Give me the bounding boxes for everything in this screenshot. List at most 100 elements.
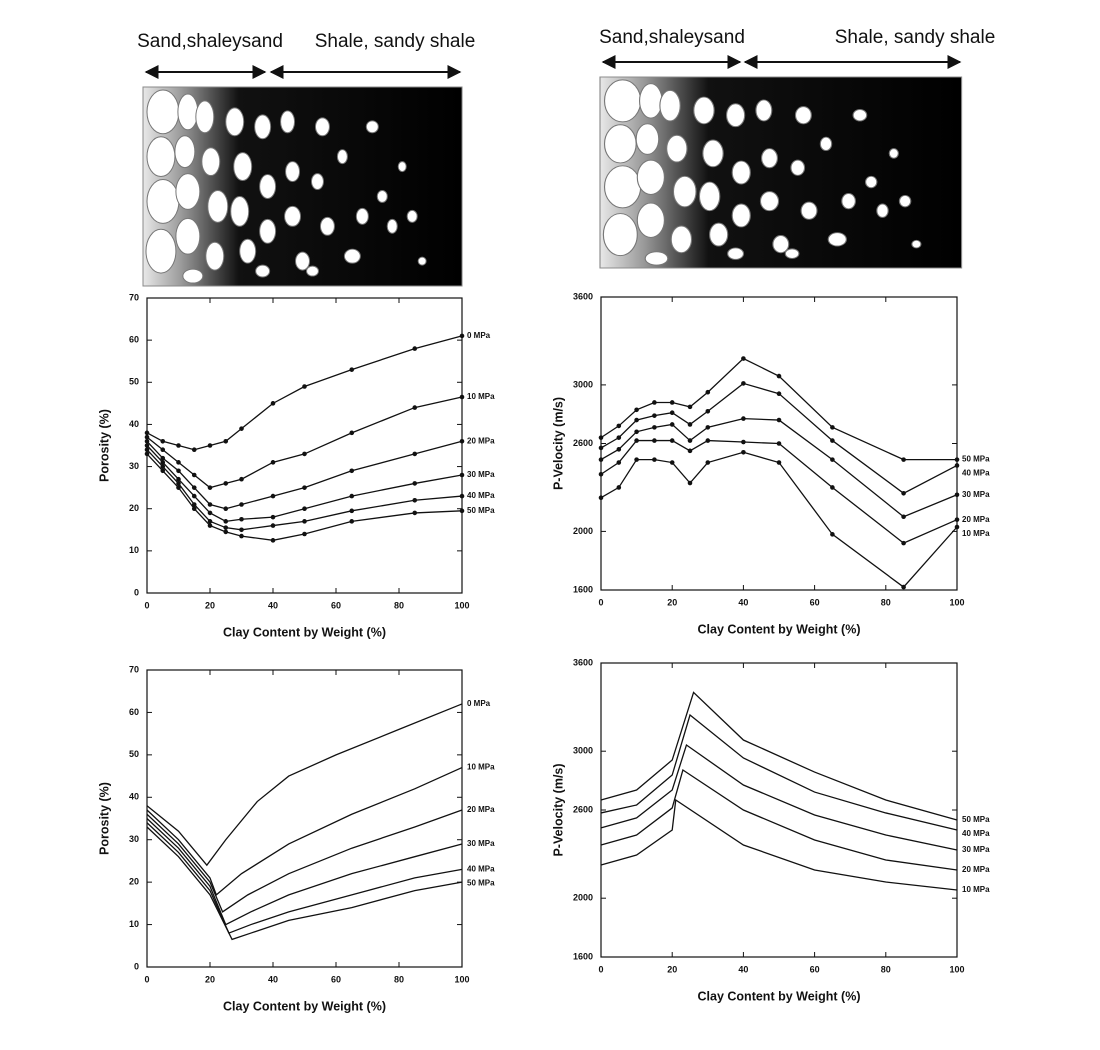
y-tick-label: 40: [129, 419, 139, 429]
marker: [598, 471, 604, 477]
x-tick-label: 0: [598, 964, 603, 974]
y-tick-label: 3600: [573, 291, 593, 301]
series-label: 10 MPa: [467, 763, 495, 772]
series-label: 50 MPa: [467, 506, 495, 515]
marker: [687, 480, 693, 486]
series-label: 50 MPa: [962, 815, 990, 824]
marker: [459, 333, 465, 339]
marker: [412, 481, 418, 486]
header-label: Sand,shaleysand: [137, 31, 283, 52]
series-line: [146, 445, 463, 523]
series-line: [146, 440, 463, 510]
marker: [160, 447, 166, 453]
x-tick-label: 80: [881, 964, 891, 974]
marker: [207, 523, 213, 528]
x-tick-label: 40: [738, 964, 748, 974]
series-label: 50 MPa: [467, 879, 495, 888]
y-tick-label: 60: [129, 335, 139, 345]
series-label: 20 MPa: [962, 865, 990, 874]
series-line: [146, 703, 463, 867]
marker: [598, 435, 604, 440]
marker: [459, 508, 465, 514]
marker: [349, 430, 355, 436]
marker: [207, 519, 213, 524]
series-label: 10 MPa: [962, 529, 990, 538]
marker: [901, 457, 906, 462]
marker: [616, 435, 622, 440]
series-label: 30 MPa: [962, 490, 990, 499]
y-tick-label: 40: [129, 792, 139, 802]
marker: [830, 532, 835, 537]
marker: [776, 391, 782, 396]
marker: [687, 438, 693, 443]
marker: [349, 508, 355, 514]
series-label: 20 MPa: [467, 436, 495, 445]
marker: [652, 425, 657, 430]
marker: [598, 445, 604, 451]
marker: [652, 400, 657, 405]
series-line: [146, 766, 463, 896]
marker: [176, 481, 181, 486]
x-tick-label: 20: [205, 974, 215, 984]
series-label: 30 MPa: [467, 470, 495, 479]
x-tick-label: 40: [268, 600, 278, 610]
marker: [616, 447, 622, 452]
x-tick-label: 20: [205, 600, 215, 610]
y-tick-label: 1600: [573, 584, 593, 594]
marker: [741, 449, 746, 455]
series-line: [600, 691, 958, 821]
plot-frame: [146, 297, 463, 594]
marker: [207, 485, 213, 490]
series-line: [600, 417, 958, 518]
x-tick-label: 100: [454, 600, 469, 610]
x-axis-label: Clay Content by Weight (%): [698, 622, 861, 636]
y-tick-label: 0: [134, 587, 139, 597]
marker: [954, 517, 960, 522]
marker: [830, 457, 835, 462]
y-tick-label: 50: [129, 749, 139, 759]
header-label: Sand,shaleysand: [599, 27, 745, 48]
series-line: [600, 451, 958, 588]
marker: [412, 346, 418, 351]
marker: [412, 497, 418, 503]
marker: [687, 404, 693, 410]
marker: [191, 493, 197, 499]
marker: [191, 472, 197, 478]
marker: [191, 506, 197, 512]
x-tick-label: 80: [394, 974, 404, 984]
marker: [741, 416, 746, 421]
marker: [459, 493, 465, 499]
marker: [223, 525, 229, 530]
marker: [776, 417, 782, 423]
marker: [776, 460, 782, 465]
marker: [302, 451, 307, 457]
marker: [652, 413, 657, 418]
chart: 0 20 40 60 80 100 0 10 20 30 40 50 60 70 Clay Content …: [97, 664, 495, 1013]
marker: [412, 405, 418, 410]
marker: [652, 438, 657, 443]
marker: [705, 408, 711, 414]
y-tick-label: 3000: [573, 379, 593, 389]
x-axis-label: Clay Content by Weight (%): [223, 999, 386, 1013]
marker: [270, 538, 276, 543]
marker: [270, 401, 276, 406]
marker: [741, 356, 746, 361]
y-tick-label: 30: [129, 834, 139, 844]
y-tick-label: 60: [129, 707, 139, 717]
marker: [191, 485, 197, 490]
x-tick-label: 60: [810, 597, 820, 607]
y-tick-label: 70: [129, 292, 139, 302]
y-tick-label: 70: [129, 664, 139, 674]
marker: [954, 463, 960, 468]
marker: [776, 441, 782, 446]
marker: [954, 457, 960, 462]
marker: [239, 533, 244, 539]
series-label: 0 MPa: [467, 699, 491, 708]
marker: [191, 502, 197, 507]
series-line: [600, 439, 958, 544]
marker: [901, 584, 906, 590]
series-label: 10 MPa: [467, 392, 495, 401]
series-line: [146, 449, 463, 531]
marker: [634, 407, 639, 413]
